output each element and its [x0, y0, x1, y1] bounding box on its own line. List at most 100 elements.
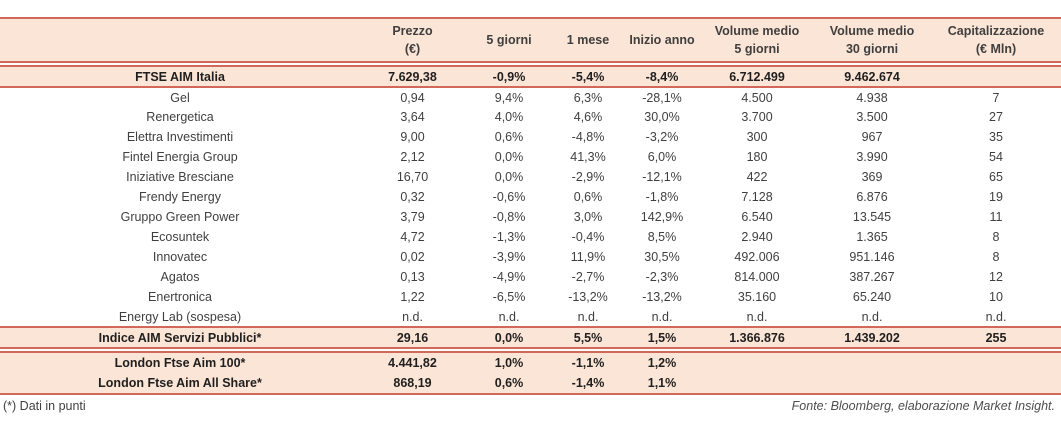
- col-header-line: (€): [404, 42, 421, 56]
- cell-prezzo: 4,72: [400, 230, 425, 244]
- cell-prezzo: 0,13: [400, 270, 425, 284]
- row-label: Fintel Energia Group: [122, 150, 238, 164]
- cell-capitalizzazione: 8: [992, 230, 1000, 244]
- cell-volume-medio-30g: 1.439.202: [844, 330, 900, 345]
- cell-capitalizzazione: 35: [989, 130, 1003, 144]
- cell-chg-1-mese: -4,8%: [571, 130, 605, 144]
- cell-volume-medio-5g: 35.160: [737, 290, 777, 304]
- section-gap: [0, 348, 1061, 352]
- cell-capitalizzazione: [931, 352, 1061, 373]
- col-header-5-giorni: 5 giorni: [465, 18, 553, 62]
- cell-prezzo: 4.441,82: [388, 356, 437, 370]
- cell-prezzo: 1,22: [400, 290, 425, 304]
- col-header-line: Volume medio: [829, 23, 915, 38]
- cell-prezzo: 7.629,38: [388, 69, 437, 84]
- row-label: London Ftse Aim 100*: [114, 356, 246, 370]
- col-header-line: Volume medio: [714, 23, 800, 38]
- cell-chg-5-giorni: 4,0%: [494, 110, 524, 124]
- stocks-section: Gel 0,94 9,4% 6,3% -28,1% 4.500 4.938 7 Renerget…: [0, 87, 1061, 327]
- col-header-line: Inizio anno: [629, 32, 695, 47]
- table-header: Prezzo (€) 5 giorni 1 mese Inizio anno V…: [0, 18, 1061, 62]
- cell-chg-inizio-anno: 142,9%: [640, 210, 684, 224]
- cell-capitalizzazione: 11: [989, 210, 1003, 224]
- cell-volume-medio-30g: 3.990: [856, 150, 888, 164]
- cell-volume-medio-5g: 492.006: [734, 250, 780, 264]
- cell-capitalizzazione: 12: [989, 270, 1003, 284]
- cell-volume-medio-5g: 6.712.499: [729, 69, 785, 84]
- table-row: Frendy Energy 0,32 -0,6% 0,6% -1,8% 7.128 6.87…: [0, 187, 1061, 207]
- col-header-line: 5 giorni: [734, 42, 780, 56]
- table-row: Enertronica 1,22 -6,5% -13,2% -13,2% 35.160 65…: [0, 287, 1061, 307]
- london-indices-section: London Ftse Aim 100* 4.441,82 1,0% -1,1% 1,2…: [0, 352, 1061, 394]
- row-label: Innovatec: [152, 250, 208, 264]
- cell-capitalizzazione: n.d.: [985, 309, 1007, 324]
- cell-chg-5-giorni: -0,6%: [492, 190, 526, 204]
- cell-volume-medio-30g: 65.240: [852, 290, 892, 304]
- table-row: Innovatec 0,02 -3,9% 11,9% 30,5% 492.006 951.1…: [0, 247, 1061, 267]
- cell-chg-1-mese: 41,3%: [570, 150, 606, 164]
- corner-cell: [0, 18, 360, 62]
- cell-chg-1-mese: 3,0%: [573, 210, 603, 224]
- cell-volume-medio-5g: 7.128: [741, 190, 773, 204]
- cell-chg-inizio-anno: -1,8%: [645, 190, 679, 204]
- row-label: Elettra Investimenti: [126, 130, 234, 144]
- cell-capitalizzazione: 10: [989, 290, 1003, 304]
- cell-prezzo: 2,12: [400, 150, 425, 164]
- cell-volume-medio-5g: 2.940: [741, 230, 773, 244]
- table-row-london-index: London Ftse Aim All Share* 868,19 0,6% -1,4…: [0, 373, 1061, 394]
- cell-chg-inizio-anno: n.d.: [651, 309, 673, 324]
- cell-volume-medio-5g: 4.500: [741, 90, 773, 105]
- cell-volume-medio-5g: 814.000: [734, 270, 780, 284]
- table-row: Elettra Investimenti 9,00 0,6% -4,8% -3,2% 30…: [0, 127, 1061, 147]
- cell-prezzo: 3,79: [400, 210, 425, 224]
- cell-chg-1-mese: -2,9%: [571, 170, 605, 184]
- cell-volume-medio-30g: 13.545: [852, 210, 892, 224]
- table-row-london-index: London Ftse Aim 100* 4.441,82 1,0% -1,1% 1,2…: [0, 352, 1061, 373]
- cell-chg-1-mese: -1,4%: [571, 376, 605, 390]
- cell-volume-medio-5g: 422: [746, 170, 768, 184]
- source-note: Fonte: Bloomberg, elaborazione Market In…: [791, 399, 1055, 413]
- row-label: FTSE AIM Italia: [135, 69, 225, 84]
- col-header-volume-medio-5-giorni: Volume medio 5 giorni: [701, 18, 813, 62]
- cell-chg-5-giorni: -1,3%: [492, 230, 526, 244]
- cell-chg-5-giorni: 0,0%: [494, 170, 524, 184]
- cell-chg-inizio-anno: 1,2%: [647, 356, 677, 370]
- index-summary-section: FTSE AIM Italia 7.629,38 -0,9% -5,4% -8,4% 6.…: [0, 66, 1061, 87]
- cell-capitalizzazione: 8: [992, 250, 1000, 264]
- cell-chg-inizio-anno: -28,1%: [642, 90, 682, 105]
- col-header-inizio-anno: Inizio anno: [623, 18, 701, 62]
- cell-chg-5-giorni: 1,0%: [494, 356, 524, 370]
- cell-chg-5-giorni: -0,9%: [492, 69, 526, 84]
- col-header-line: 5 giorni: [486, 32, 532, 47]
- cell-prezzo: 9,00: [400, 130, 425, 144]
- col-header-line: Capitalizzazione: [947, 23, 1045, 38]
- section-gap: [0, 62, 1061, 66]
- cell-prezzo: 16,70: [396, 170, 429, 184]
- cell-chg-5-giorni: -6,5%: [492, 290, 526, 304]
- cell-capitalizzazione: 54: [989, 150, 1003, 164]
- cell-capitalizzazione: 255: [985, 330, 1007, 345]
- cell-volume-medio-5g: 1.366.876: [729, 330, 785, 345]
- row-label: Indice AIM Servizi Pubblici*: [98, 330, 262, 345]
- col-header-line: 30 giorni: [845, 42, 899, 56]
- summary-row-ftse-aim-italia: FTSE AIM Italia 7.629,38 -0,9% -5,4% -8,4% 6.…: [0, 66, 1061, 87]
- cell-volume-medio-5g: 6.540: [741, 210, 773, 224]
- cell-chg-inizio-anno: 1,1%: [647, 376, 677, 390]
- cell-chg-1-mese: 6,3%: [573, 90, 603, 105]
- cell-volume-medio-30g: 3.500: [856, 110, 888, 124]
- cell-volume-medio-30g: 951.146: [849, 250, 895, 264]
- cell-volume-medio-30g: 4.938: [856, 90, 888, 105]
- cell-prezzo: n.d.: [402, 309, 423, 324]
- header-row: Prezzo (€) 5 giorni 1 mese Inizio anno V…: [0, 18, 1061, 62]
- cell-volume-medio-30g: n.d.: [861, 309, 883, 324]
- cell-volume-medio-5g: [701, 352, 813, 373]
- cell-chg-1-mese: 11,9%: [570, 250, 606, 264]
- col-header-prezzo: Prezzo (€): [360, 18, 465, 62]
- cell-volume-medio-5g: n.d.: [746, 309, 768, 324]
- aim-italia-market-table: Prezzo (€) 5 giorni 1 mese Inizio anno V…: [0, 17, 1061, 395]
- cell-volume-medio-5g: 180: [746, 150, 768, 164]
- col-header-line: 1 mese: [566, 32, 610, 47]
- row-label: Agatos: [160, 270, 200, 284]
- cell-prezzo: 3,64: [400, 110, 425, 124]
- cell-prezzo: 29,16: [396, 330, 429, 345]
